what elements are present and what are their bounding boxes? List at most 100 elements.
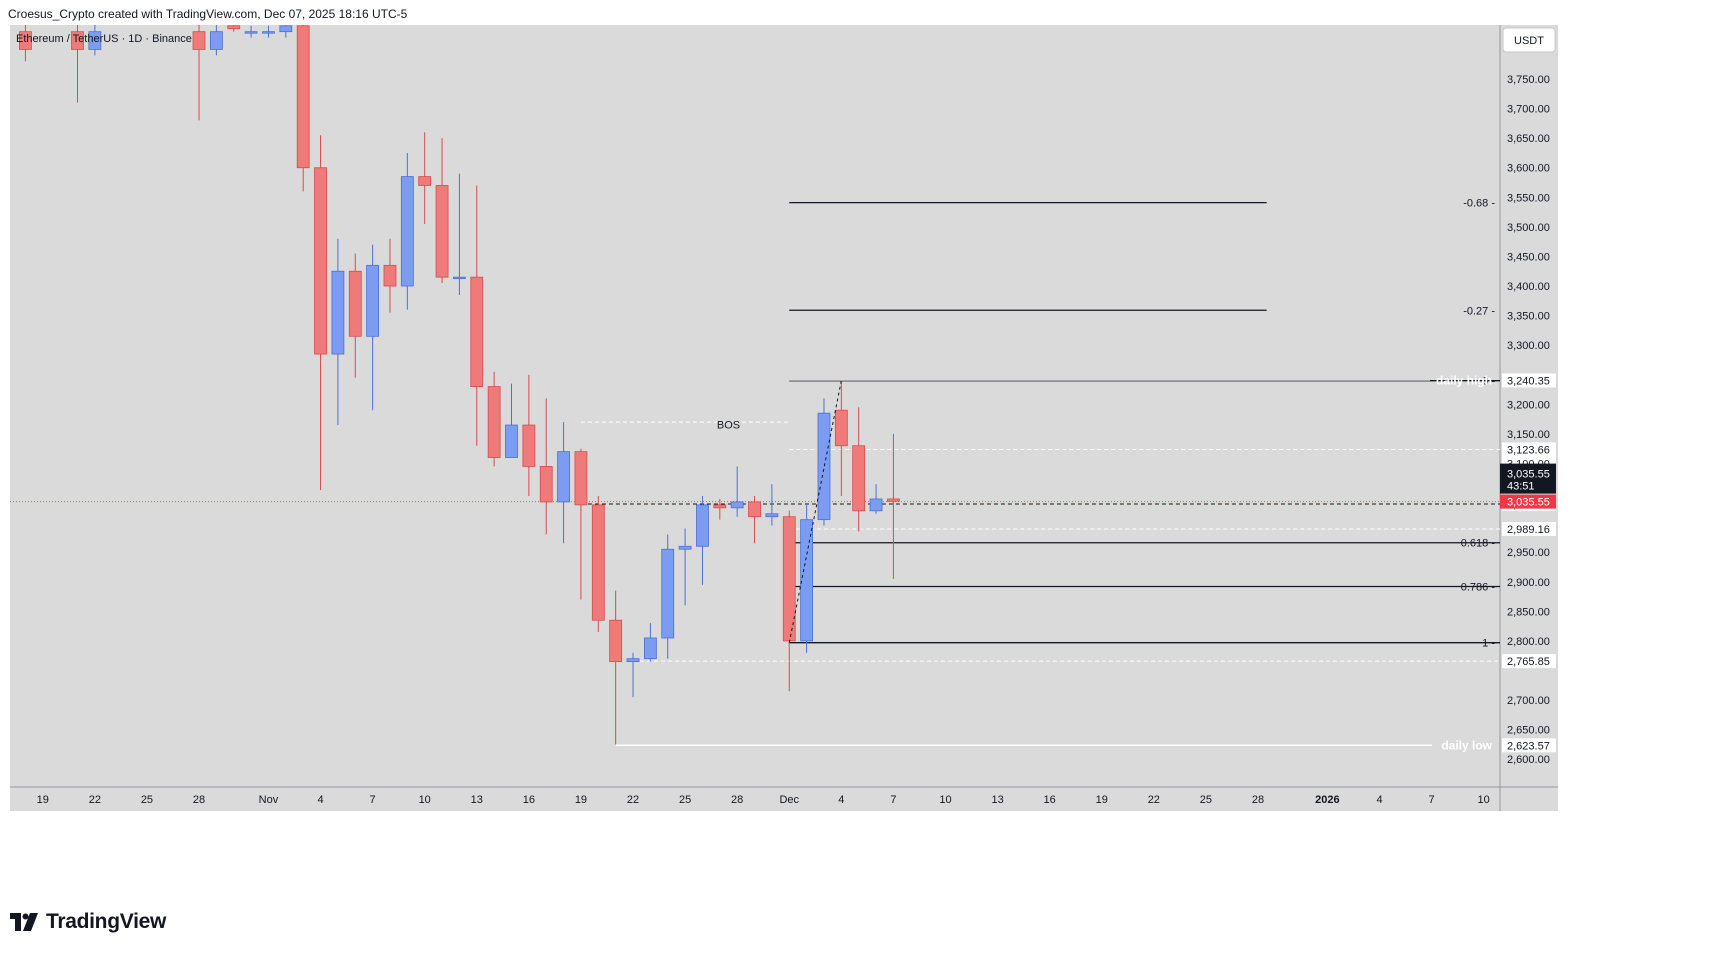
time-tick-label: 22: [627, 794, 639, 806]
price-tick-label: 3,600.00: [1507, 163, 1550, 175]
candle-body[interactable]: [557, 451, 570, 503]
time-tick-label: 22: [89, 794, 101, 806]
fib-level-label: 0 -: [1482, 376, 1495, 388]
candle-body[interactable]: [713, 504, 727, 509]
countdown-timer: 43:51: [1507, 481, 1535, 493]
candle-body[interactable]: [505, 424, 518, 458]
candle-body[interactable]: [834, 409, 848, 447]
price-tick-label: 2,900.00: [1507, 577, 1550, 589]
price-tick-label: 3,700.00: [1507, 104, 1550, 116]
candle-body[interactable]: [348, 270, 362, 337]
axis-tag-bg: [1502, 522, 1556, 537]
candle-body[interactable]: [730, 501, 744, 509]
candle-body[interactable]: [887, 498, 900, 502]
candle-body[interactable]: [209, 31, 223, 50]
candle-body[interactable]: [400, 176, 414, 287]
candle-body[interactable]: [435, 185, 449, 278]
candle-body[interactable]: [279, 25, 293, 33]
candle-body[interactable]: [539, 466, 553, 503]
price-tick-label: 3,500.00: [1507, 222, 1550, 234]
time-tick-label: 16: [1044, 794, 1056, 806]
axis-tag-label: 3,240.35: [1507, 375, 1550, 387]
time-tick-label: 19: [575, 794, 587, 806]
axis-tag-label: 2,765.85: [1507, 656, 1550, 668]
candle-body[interactable]: [591, 504, 605, 621]
candle-body[interactable]: [383, 264, 397, 287]
candle-body[interactable]: [626, 658, 640, 663]
candle-body[interactable]: [71, 31, 84, 50]
price-tick-label: 2,850.00: [1507, 606, 1550, 618]
time-tick-label: 28: [731, 794, 743, 806]
candle-body[interactable]: [314, 167, 327, 355]
candle-body[interactable]: [88, 31, 102, 50]
time-tick-label: 7: [370, 794, 376, 806]
countdown-price: 3,035.55: [1507, 469, 1550, 481]
candle-body[interactable]: [522, 424, 536, 467]
price-tick-label: 2,650.00: [1507, 725, 1550, 737]
candle-body[interactable]: [696, 504, 709, 547]
price-axis[interactable]: [1500, 25, 1558, 811]
candle-body[interactable]: [470, 276, 484, 387]
candle-body[interactable]: [262, 31, 275, 34]
candle-body[interactable]: [765, 513, 779, 518]
price-tick-label: 3,200.00: [1507, 399, 1550, 411]
candle-body[interactable]: [244, 31, 258, 34]
axis-tag-label: 3,123.66: [1507, 444, 1550, 456]
last-price-label: 3,035.55: [1507, 497, 1550, 509]
price-tick-label: 2,600.00: [1507, 754, 1550, 766]
price-tick-label: 3,350.00: [1507, 311, 1550, 323]
time-tick-label: 25: [1200, 794, 1212, 806]
candle-body[interactable]: [643, 637, 657, 660]
time-tick-label: 19: [37, 794, 49, 806]
candle-body[interactable]: [227, 25, 241, 30]
currency-button[interactable]: USDT: [1502, 27, 1556, 53]
time-tick-label: 7: [1429, 794, 1435, 806]
symbol-title: Ethereum / TetherUS · 1D · Binance: [16, 33, 192, 45]
axis-tag-bg: [1502, 373, 1556, 388]
time-tick-label: 4: [1376, 794, 1382, 806]
fib-level-label: 0.786 -: [1461, 582, 1496, 594]
price-tick-label: 2,950.00: [1507, 547, 1550, 559]
price-tick-label: 3,400.00: [1507, 281, 1550, 293]
time-axis[interactable]: [10, 787, 1500, 811]
candle-body[interactable]: [574, 451, 588, 506]
time-tick-label: 13: [991, 794, 1003, 806]
tradingview-logo-text: TradingView: [46, 910, 167, 933]
candle-body[interactable]: [609, 619, 623, 663]
candle-body[interactable]: [453, 276, 466, 280]
time-tick-label: 22: [1148, 794, 1160, 806]
fib-level-label: -0.27 -: [1463, 305, 1495, 317]
price-tick-label: 2,800.00: [1507, 636, 1550, 648]
candle-body[interactable]: [748, 501, 761, 518]
tradingview-logo[interactable]: TradingView: [10, 910, 166, 934]
axis-tag-label: 2,623.57: [1507, 740, 1550, 752]
fib-level-label: -0.68 -: [1463, 198, 1495, 210]
candle-body[interactable]: [800, 519, 814, 642]
time-tick-label: Nov: [259, 794, 279, 806]
plot-area[interactable]: [10, 25, 1500, 787]
time-tick-label: 19: [1096, 794, 1108, 806]
fib-connector-line[interactable]: [788, 380, 842, 643]
candle-body[interactable]: [418, 176, 432, 186]
candle-body[interactable]: [661, 548, 675, 639]
candle-body[interactable]: [487, 386, 501, 458]
candle-body[interactable]: [331, 270, 345, 355]
axis-tag-label: 2,989.16: [1507, 524, 1550, 536]
candle-body[interactable]: [19, 31, 32, 50]
price-tick-label: 3,300.00: [1507, 340, 1550, 352]
time-tick-label: Dec: [779, 794, 799, 806]
price-tick-label: 3,750.00: [1507, 74, 1550, 86]
candle-body[interactable]: [678, 545, 692, 550]
candle-body[interactable]: [366, 264, 380, 337]
candle-body[interactable]: [852, 445, 866, 512]
time-tick-label: 2026: [1315, 794, 1339, 806]
last-price-tag[interactable]: [1500, 494, 1556, 509]
candle-body[interactable]: [817, 412, 831, 521]
candle-body[interactable]: [296, 25, 310, 169]
price-tick-label: 3,650.00: [1507, 133, 1550, 145]
candle-body[interactable]: [192, 31, 206, 50]
fib-level-label: 1 -: [1482, 638, 1495, 650]
countdown-tag: [1500, 463, 1556, 494]
candle-body[interactable]: [869, 498, 883, 512]
